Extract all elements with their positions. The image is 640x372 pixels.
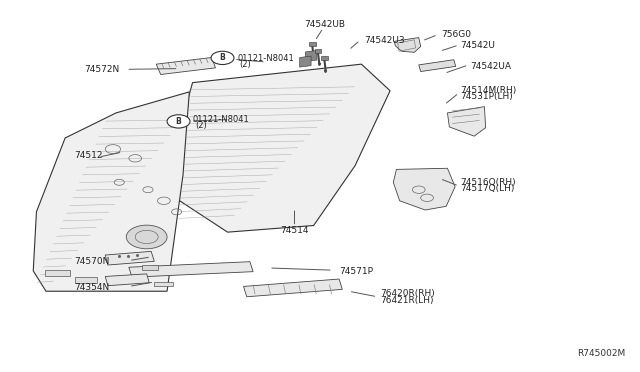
Text: 74571P: 74571P (339, 267, 373, 276)
Text: 74531P(LH): 74531P(LH) (460, 92, 513, 101)
Text: 74542UA: 74542UA (470, 61, 511, 71)
Polygon shape (300, 56, 311, 67)
Text: 76421R(LH): 76421R(LH) (381, 296, 434, 305)
Circle shape (126, 225, 167, 249)
FancyBboxPatch shape (321, 56, 328, 60)
Text: 76420R(RH): 76420R(RH) (381, 289, 435, 298)
Text: 74542U: 74542U (460, 41, 495, 50)
FancyBboxPatch shape (309, 42, 316, 46)
Polygon shape (105, 274, 149, 286)
Circle shape (211, 51, 234, 64)
Text: 756G0: 756G0 (441, 30, 471, 39)
Polygon shape (394, 168, 455, 210)
Text: 74514: 74514 (280, 226, 308, 235)
Circle shape (167, 115, 190, 128)
Text: 74542U3: 74542U3 (365, 36, 405, 45)
Polygon shape (129, 262, 253, 277)
Text: 01121-N8041: 01121-N8041 (237, 54, 294, 63)
Text: 74516Q(RH): 74516Q(RH) (460, 178, 516, 187)
Polygon shape (305, 51, 317, 62)
FancyBboxPatch shape (141, 264, 157, 270)
Text: (2): (2) (195, 121, 207, 130)
Text: 01121-N8041: 01121-N8041 (193, 115, 250, 124)
Text: B: B (175, 117, 181, 126)
Text: B: B (220, 53, 225, 62)
Polygon shape (244, 279, 342, 297)
Text: 74517Q(LH): 74517Q(LH) (460, 184, 515, 193)
Polygon shape (33, 92, 189, 291)
FancyBboxPatch shape (154, 282, 173, 286)
FancyBboxPatch shape (315, 49, 321, 53)
FancyBboxPatch shape (45, 270, 70, 276)
Polygon shape (156, 58, 216, 74)
Text: 74514M(RH): 74514M(RH) (460, 86, 516, 94)
Text: 74354N: 74354N (75, 283, 110, 292)
Text: 74512: 74512 (75, 151, 103, 160)
Text: R745002M: R745002M (578, 349, 626, 358)
Polygon shape (394, 38, 420, 52)
Text: 74570N: 74570N (75, 257, 110, 266)
Polygon shape (447, 107, 486, 136)
Text: (2): (2) (240, 60, 252, 70)
Text: 74542UB: 74542UB (305, 20, 346, 29)
Polygon shape (419, 60, 456, 71)
Text: 74572N: 74572N (84, 65, 120, 74)
FancyBboxPatch shape (75, 277, 97, 283)
Polygon shape (105, 251, 154, 265)
Polygon shape (179, 64, 390, 232)
